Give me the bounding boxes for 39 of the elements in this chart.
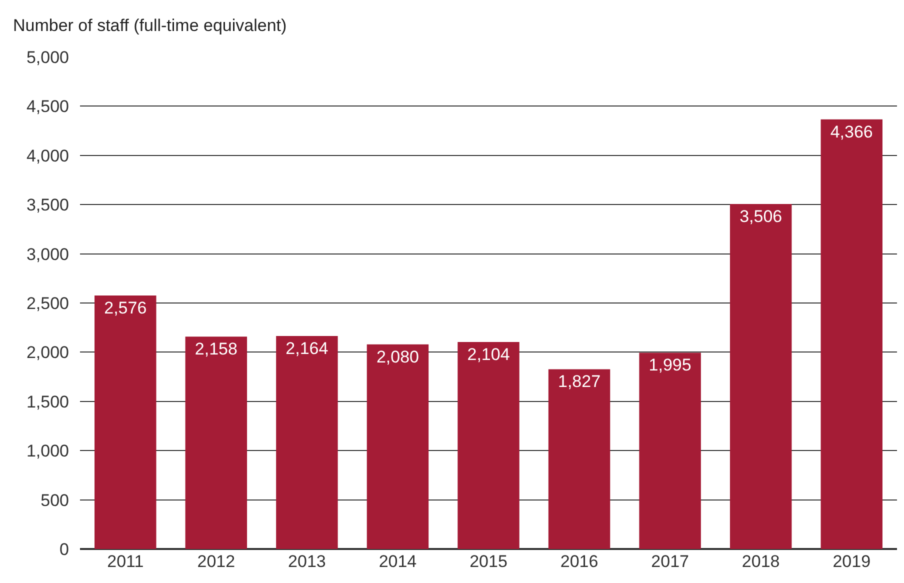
y-tick-label: 3,000	[26, 244, 69, 264]
x-tick-label: 2017	[651, 552, 689, 571]
data-label: 2,576	[104, 298, 147, 318]
data-label: 2,104	[467, 344, 510, 364]
bar	[366, 344, 429, 549]
bar	[458, 342, 520, 549]
data-label: 2,164	[286, 339, 328, 358]
y-tick-label: 2,500	[26, 294, 69, 313]
data-label: 1,827	[558, 372, 601, 392]
x-tick-label: 2015	[470, 552, 508, 571]
x-tick-label: 2012	[197, 552, 236, 571]
x-tick-label: 2013	[288, 552, 326, 571]
data-label: 2,158	[194, 340, 238, 359]
y-tick-label: 500	[40, 490, 69, 510]
x-tick-label: 2019	[832, 552, 871, 571]
y-tick-label: 3,500	[26, 196, 69, 215]
bar	[548, 369, 610, 549]
data-label: 4,366	[830, 122, 873, 142]
x-tick-label: 2016	[560, 552, 598, 571]
data-label: 3,506	[740, 207, 782, 226]
bar	[820, 119, 882, 549]
y-tick-label: 0	[60, 540, 69, 559]
x-tick-label: 2014	[378, 552, 417, 571]
y-tick-label: 5,000	[26, 48, 69, 67]
y-tick-label: 4,500	[26, 97, 69, 116]
data-label: 1,995	[648, 356, 692, 375]
y-tick-label: 2,000	[26, 343, 69, 362]
bar	[94, 296, 156, 549]
x-tick-label: 2018	[742, 552, 780, 571]
bar	[639, 352, 701, 549]
y-tick-label: 1,500	[26, 392, 69, 412]
bar	[185, 336, 248, 549]
y-tick-label: 1,000	[26, 442, 69, 461]
data-label: 2,080	[376, 347, 419, 366]
x-tick-label: 2011	[107, 552, 144, 571]
bar	[730, 204, 792, 549]
bar	[276, 336, 338, 549]
y-axis-title: Number of staff (full-time equivalent)	[13, 16, 287, 35]
y-tick-label: 4,000	[26, 146, 69, 166]
